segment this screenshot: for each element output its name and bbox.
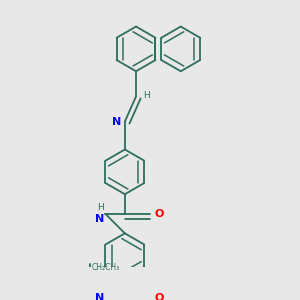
Text: N: N bbox=[94, 292, 104, 300]
Text: CH₂CH₃: CH₂CH₃ bbox=[91, 263, 120, 272]
Text: O: O bbox=[154, 209, 164, 219]
Text: N: N bbox=[94, 214, 104, 224]
Text: H: H bbox=[97, 203, 104, 212]
Text: O: O bbox=[154, 292, 164, 300]
Text: H: H bbox=[143, 91, 150, 100]
Text: N: N bbox=[112, 117, 122, 127]
